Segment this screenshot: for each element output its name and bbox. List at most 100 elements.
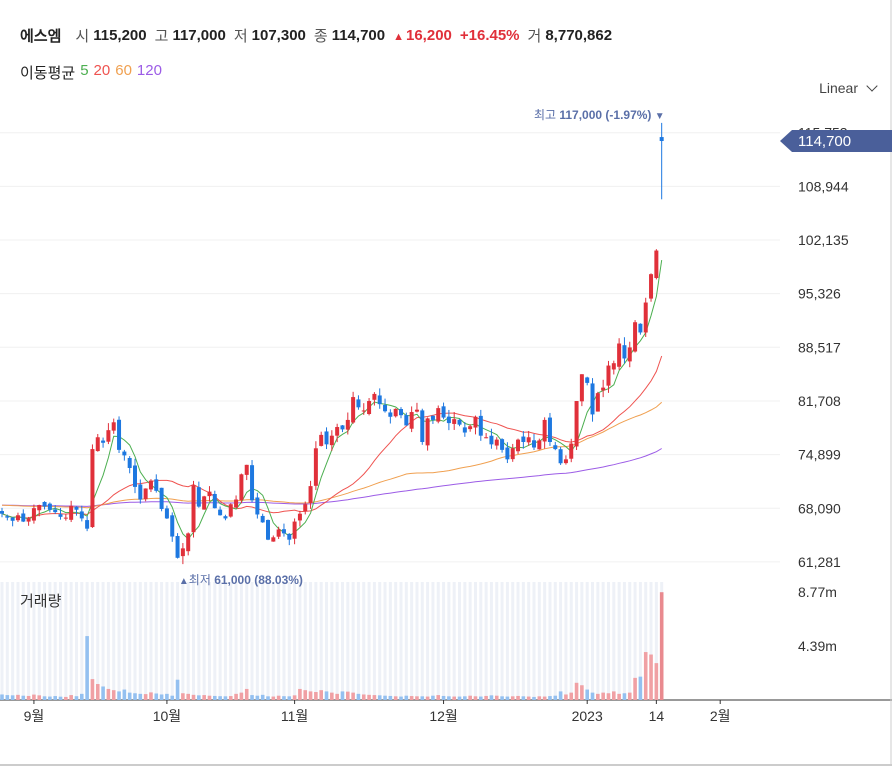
volume-stripe (0, 582, 4, 700)
volume-stripe (500, 582, 504, 700)
volume-stripe (112, 582, 116, 700)
volume-stripe (218, 582, 222, 700)
volume-bar (409, 696, 414, 700)
ma-120[interactable]: 120 (136, 62, 162, 79)
candle (186, 532, 191, 556)
volume-stripe (649, 582, 653, 700)
stock-name: 에스엠 (20, 27, 62, 45)
volume-bar (58, 696, 63, 700)
candle-body (494, 439, 499, 446)
volume-bar (346, 691, 350, 700)
volume-stripe (122, 582, 126, 700)
volume-bar (64, 696, 68, 700)
candle (255, 492, 260, 519)
volume-stripe (245, 582, 249, 700)
volume-stripe (5, 582, 9, 700)
candle (542, 417, 547, 449)
volume-stripe (484, 582, 488, 700)
candle (79, 505, 84, 522)
volume-bar (16, 694, 20, 700)
candle (430, 415, 435, 424)
candle-body (574, 401, 579, 447)
volume-stripe (59, 582, 63, 700)
candle-body (590, 383, 595, 415)
volume-bar (26, 695, 31, 700)
volume-stripe (606, 582, 610, 700)
candle-body (436, 408, 441, 422)
candle-body (239, 474, 244, 501)
volume-stripe (11, 582, 15, 700)
volume-stripe (458, 582, 462, 700)
candle (223, 514, 228, 521)
volume-bar (292, 695, 297, 700)
candle (510, 443, 515, 462)
candle (388, 409, 393, 424)
ma-5[interactable]: 5 (80, 62, 89, 79)
volume-bar (207, 695, 212, 700)
candle (180, 543, 185, 565)
candle (606, 360, 611, 393)
candle (0, 507, 4, 518)
candle-body (47, 503, 52, 510)
candle (622, 337, 627, 364)
volume-bar (255, 695, 260, 700)
volume-bar (53, 696, 57, 700)
volume-bar (361, 694, 366, 700)
volume-stripe (559, 582, 563, 700)
candle (516, 438, 521, 454)
volume-tick-label: 8.77m (798, 584, 837, 600)
candle (484, 432, 489, 439)
volume-stripe (527, 582, 531, 700)
volume-stripe (154, 582, 158, 700)
candle (404, 412, 409, 426)
candle (638, 323, 643, 335)
volume-bar (266, 696, 270, 700)
candle (117, 416, 122, 454)
candle (643, 297, 648, 338)
candle-body (117, 419, 122, 450)
volume-stripe (48, 582, 52, 700)
volume-bar (489, 695, 494, 700)
volume-stripe (463, 582, 467, 700)
volume-tick-label: 4.39m (798, 638, 837, 654)
volume-bar (553, 695, 558, 700)
volume-bar (622, 693, 627, 700)
volume-bar (37, 695, 42, 700)
volume-stripe (106, 582, 110, 700)
candle (175, 533, 180, 559)
volume-stripe (229, 582, 233, 700)
candle-body (186, 533, 191, 552)
candle-body (324, 431, 329, 445)
ma-60[interactable]: 60 (115, 62, 132, 79)
candle (281, 523, 286, 537)
scale-dropdown[interactable]: Linear (819, 79, 878, 96)
stock-summary: 에스엠 시 115,200 고 117,000 저 107,300 종 114,… (20, 24, 620, 46)
candle (574, 401, 579, 451)
candle (361, 403, 366, 415)
volume-stripe (516, 582, 520, 700)
volume-bar (484, 695, 488, 700)
candle (95, 433, 100, 452)
candle (585, 376, 590, 386)
candle (654, 249, 659, 280)
volume-stripe (511, 582, 515, 700)
volume-bar (516, 695, 520, 700)
volume-bar (276, 695, 281, 700)
volume-bar (314, 692, 318, 700)
volume-bar (191, 694, 196, 700)
candle-body (170, 515, 175, 537)
candle-body (106, 430, 111, 442)
volume-bar (548, 696, 552, 700)
volume-bar (494, 695, 499, 700)
moving-average-legend[interactable]: 이동평균 5 20 60 120 (20, 62, 167, 83)
candle-body (69, 505, 74, 520)
volume-bar (372, 695, 377, 700)
candle (611, 360, 616, 375)
volume-bar (351, 692, 355, 700)
volume-stripe (277, 582, 281, 700)
ma-20[interactable]: 20 (93, 62, 111, 79)
volume-stripe (452, 582, 456, 700)
candle (409, 406, 414, 433)
volume-stripe (74, 582, 78, 700)
